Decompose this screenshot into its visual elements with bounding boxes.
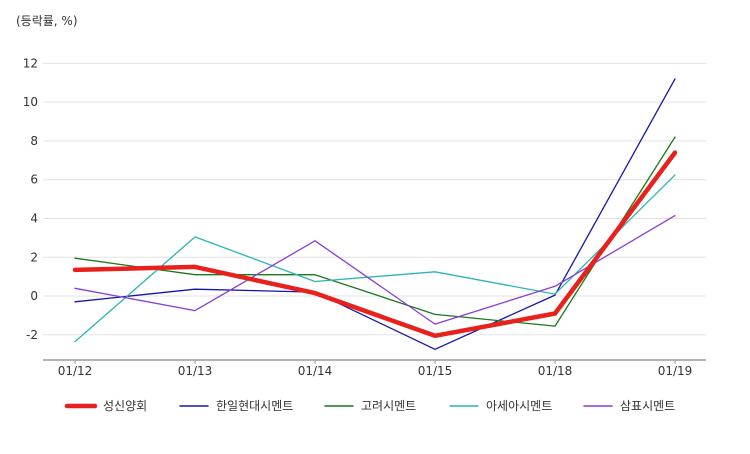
legend-label: 성신양회 bbox=[103, 399, 147, 413]
legend-label: 한일현대시멘트 bbox=[216, 399, 293, 413]
legend-label: 아세아시멘트 bbox=[486, 399, 552, 413]
y-tick-label: 0 bbox=[30, 289, 38, 303]
unit-label: (등락률, %) bbox=[16, 14, 78, 28]
x-tick-label: 01/15 bbox=[418, 364, 453, 378]
y-tick-label: 10 bbox=[23, 95, 38, 109]
legend-label: 삼표시멘트 bbox=[620, 399, 675, 413]
y-tick-label: 12 bbox=[23, 56, 38, 70]
x-tick-label: 01/13 bbox=[178, 364, 213, 378]
x-tick-label: 01/14 bbox=[298, 364, 333, 378]
y-tick-label: -2 bbox=[26, 328, 38, 342]
y-tick-label: 2 bbox=[30, 250, 38, 264]
series-line bbox=[74, 214, 676, 325]
y-tick-label: 8 bbox=[30, 134, 38, 148]
x-tick-label: 01/12 bbox=[58, 364, 93, 378]
x-tick-label: 01/19 bbox=[658, 364, 693, 378]
axis-layer: -2 0 2 4 6 8 10 12 01/12 01/13 01/14 01/15 01/18 01/1… bbox=[23, 56, 706, 378]
series-layer bbox=[72, 78, 678, 350]
y-tick-label: 4 bbox=[30, 211, 38, 225]
grid-layer bbox=[43, 62, 706, 336]
series-line bbox=[74, 78, 676, 350]
legend: 성신양회 한일현대시멘트 고려시멘트 아세아시멘트 삼표시멘트 bbox=[64, 399, 675, 413]
x-tick-label: 01/18 bbox=[538, 364, 573, 378]
legend-label: 고려시멘트 bbox=[361, 399, 416, 413]
y-tick-label: 6 bbox=[30, 173, 38, 187]
series-line bbox=[74, 136, 676, 327]
series-line bbox=[72, 150, 678, 339]
